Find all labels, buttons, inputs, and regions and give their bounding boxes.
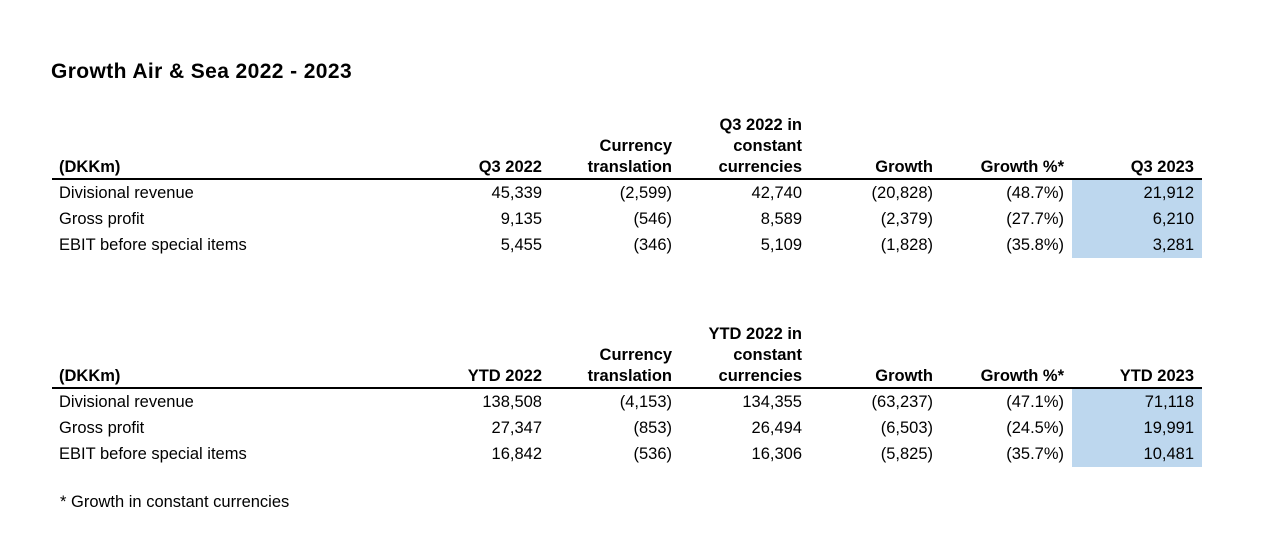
table-cell: 16,842 [491, 445, 542, 463]
table-cell: (346) [633, 236, 672, 254]
table-cell: (47.1%) [1006, 393, 1064, 411]
table-cell: (35.7%) [1006, 445, 1064, 463]
table-cell: 9,135 [500, 210, 542, 228]
table-cell: (2,379) [880, 210, 933, 228]
row-label: Gross profit [59, 210, 145, 228]
table-cell: (5,825) [880, 445, 933, 463]
table-cell: 138,508 [482, 393, 542, 411]
column-header-current-period: YTD 2023 [1072, 324, 1202, 389]
highlighted-cell: 3,281 [1072, 232, 1202, 258]
table-cell: (20,828) [871, 184, 933, 202]
table-header-row: (DKKm) Q3 2022 Currency translation Q3 20… [52, 115, 1202, 180]
table-cell: 134,355 [742, 393, 802, 411]
column-header-constant-currencies: Q3 2022 in constant currencies [680, 115, 810, 180]
column-header-prior-period: Q3 2022 [422, 115, 550, 180]
row-label: EBIT before special items [59, 445, 247, 463]
table-row: Gross profit 9,135 (546) 8,589 (2,379) (… [52, 206, 1202, 232]
growth-table-q3: (DKKm) Q3 2022 Currency translation Q3 20… [52, 115, 1202, 258]
table-row: Gross profit 27,347 (853) 26,494 (6,503)… [52, 415, 1202, 441]
column-header-constant-currencies: YTD 2022 in constant currencies [680, 324, 810, 389]
growth-table-ytd: (DKKm) YTD 2022 Currency translation YTD … [52, 324, 1202, 467]
column-header-unit: (DKKm) [52, 115, 422, 180]
table-row: EBIT before special items 16,842 (536) 1… [52, 441, 1202, 467]
row-label: EBIT before special items [59, 236, 247, 254]
column-header-current-period: Q3 2023 [1072, 115, 1202, 180]
table-cell: 8,589 [760, 210, 802, 228]
table-cell: 5,455 [500, 236, 542, 254]
table-cell: (546) [633, 210, 672, 228]
table-cell: 42,740 [751, 184, 802, 202]
row-label: Divisional revenue [59, 184, 194, 202]
column-header-growth: Growth [810, 115, 941, 180]
table-cell: (48.7%) [1006, 184, 1064, 202]
highlighted-cell: 71,118 [1072, 388, 1202, 415]
table-cell: (6,503) [880, 419, 933, 437]
table-cell: 27,347 [491, 419, 542, 437]
table-cell: (27.7%) [1006, 210, 1064, 228]
highlighted-cell: 6,210 [1072, 206, 1202, 232]
row-label: Divisional revenue [59, 393, 194, 411]
table-header-row: (DKKm) YTD 2022 Currency translation YTD … [52, 324, 1202, 389]
column-header-currency-translation: Currency translation [550, 324, 680, 389]
table-cell: 45,339 [491, 184, 542, 202]
column-header-growth-pct: Growth %* [941, 324, 1072, 389]
table-cell: (35.8%) [1006, 236, 1064, 254]
table-cell: (853) [633, 419, 672, 437]
table-cell: 26,494 [751, 419, 802, 437]
table-cell: (4,153) [619, 393, 672, 411]
column-header-growth: Growth [810, 324, 941, 389]
table-cell: 16,306 [751, 445, 802, 463]
table-row: EBIT before special items 5,455 (346) 5,… [52, 232, 1202, 258]
table-cell: (2,599) [619, 184, 672, 202]
footnote: * Growth in constant currencies [60, 493, 290, 511]
highlighted-cell: 10,481 [1072, 441, 1202, 467]
row-label: Gross profit [59, 419, 145, 437]
page-title: Growth Air & Sea 2022 - 2023 [51, 60, 353, 83]
table-cell: (536) [633, 445, 672, 463]
table-cell: 5,109 [760, 236, 802, 254]
table-cell: (1,828) [880, 236, 933, 254]
table-row: Divisional revenue 138,508 (4,153) 134,3… [52, 388, 1202, 415]
highlighted-cell: 21,912 [1072, 179, 1202, 206]
column-header-unit: (DKKm) [52, 324, 422, 389]
table-cell: (63,237) [871, 393, 933, 411]
table-cell: (24.5%) [1006, 419, 1064, 437]
table-row: Divisional revenue 45,339 (2,599) 42,740… [52, 179, 1202, 206]
column-header-prior-period: YTD 2022 [422, 324, 550, 389]
column-header-currency-translation: Currency translation [550, 115, 680, 180]
highlighted-cell: 19,991 [1072, 415, 1202, 441]
column-header-growth-pct: Growth %* [941, 115, 1072, 180]
